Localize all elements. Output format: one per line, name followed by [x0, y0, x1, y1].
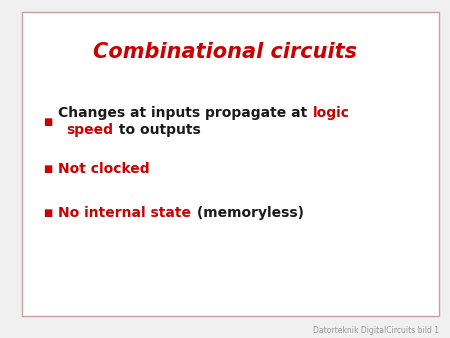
Text: to outputs: to outputs	[113, 123, 200, 137]
Text: logic: logic	[313, 106, 350, 120]
Text: Not clocked: Not clocked	[58, 162, 150, 176]
Text: ■: ■	[43, 117, 52, 127]
Text: No internal state: No internal state	[58, 206, 192, 220]
Text: speed: speed	[67, 123, 113, 137]
Text: Combinational circuits: Combinational circuits	[93, 42, 357, 63]
Text: ■: ■	[43, 208, 52, 218]
Text: (memoryless): (memoryless)	[192, 206, 303, 220]
Text: Changes at inputs propagate at: Changes at inputs propagate at	[58, 106, 313, 120]
Text: Datorteknik DigitalCircuits bild 1: Datorteknik DigitalCircuits bild 1	[313, 326, 439, 335]
Text: ■: ■	[43, 164, 52, 174]
